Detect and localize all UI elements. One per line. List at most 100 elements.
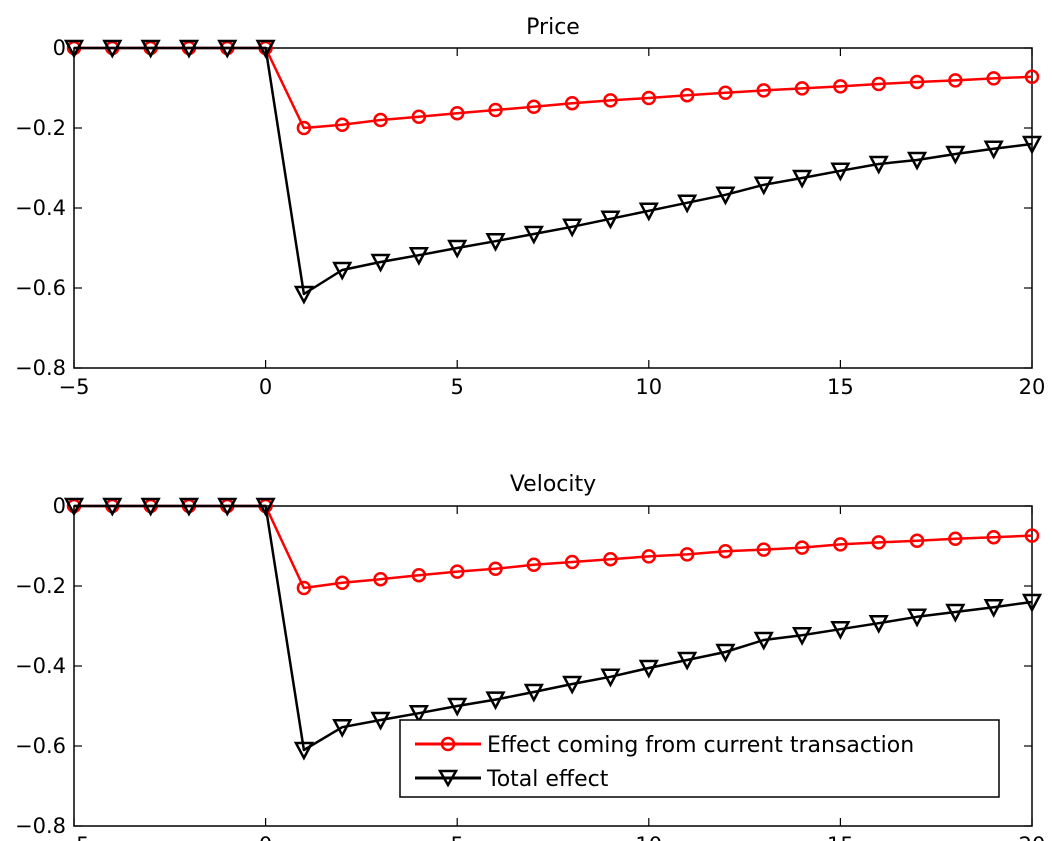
velocity-ticks: −5 0 5 10 15 20 0 −0.2 −0.4 −0.6 −0.8 (15, 494, 1045, 841)
velocity-point-total (791, 626, 813, 646)
velocity-xtick-label: 10 (635, 833, 662, 841)
velocity-ytick-label: −0.2 (15, 574, 66, 598)
price-point-current (603, 93, 618, 108)
price-point-current (833, 79, 848, 94)
price-series (63, 39, 1043, 305)
velocity-point-current (833, 537, 848, 552)
velocity-xtick-label: −5 (59, 833, 90, 841)
velocity-point-current (296, 580, 312, 596)
price-point-total (217, 39, 238, 59)
velocity-point-total (63, 497, 85, 517)
velocity-xtick-label: 20 (1019, 833, 1046, 841)
price-point-current (449, 105, 465, 121)
price-point-total (447, 239, 468, 259)
price-point-total (638, 202, 659, 222)
price-xtick-label: 5 (451, 375, 464, 399)
price-point-current (373, 112, 388, 128)
price-point-total (830, 162, 851, 182)
price-point-current (334, 117, 350, 133)
velocity-point-total (178, 497, 200, 517)
price-point-total (485, 232, 506, 252)
price-point-total (753, 176, 774, 196)
price-point-total (715, 186, 736, 206)
price-ticks: −5 0 5 10 15 20 0 −0.2 −0.4 −0.6 −0.8 (15, 36, 1045, 399)
price-point-total (523, 225, 544, 245)
velocity-point-current (411, 567, 427, 583)
legend-label-current: Effect coming from current transaction (487, 733, 914, 758)
velocity-xtick-label: 15 (827, 833, 854, 841)
velocity-point-total (562, 675, 583, 695)
price-ytick-label: −0.8 (15, 356, 66, 380)
velocity-series-line-total (74, 504, 1033, 752)
price-point-current (718, 85, 733, 101)
velocity-point-total (523, 683, 544, 703)
price-xtick-label: −5 (59, 375, 90, 399)
legend-label-total: Total effect (486, 767, 609, 792)
velocity-point-total (1021, 593, 1043, 613)
velocity-ytick-label: −0.6 (15, 734, 66, 758)
price-point-total (791, 169, 813, 189)
price-point-current (948, 73, 963, 88)
velocity-ytick-label: −0.8 (15, 814, 66, 838)
velocity-point-current (794, 540, 810, 555)
price-point-current (909, 74, 925, 90)
velocity-point-current (1024, 528, 1040, 543)
velocity-point-current (334, 575, 350, 591)
velocity-series (63, 497, 1043, 761)
velocity-point-total (217, 497, 238, 517)
velocity-point-total (983, 598, 1004, 618)
velocity-point-total (945, 603, 966, 623)
velocity-point-total (293, 741, 315, 761)
price-point-total (983, 140, 1004, 160)
velocity-xtick-label: 5 (451, 833, 464, 841)
price-point-total (63, 39, 85, 59)
price-point-total (677, 194, 698, 214)
velocity-point-total (753, 631, 774, 651)
price-point-current (679, 87, 695, 103)
velocity-ytick-label: −0.4 (15, 654, 66, 678)
price-point-current (986, 71, 1001, 86)
velocity-ytick-label: 0 (53, 494, 66, 518)
price-point-total (370, 253, 391, 273)
velocity-point-current (603, 551, 618, 567)
price-point-total (408, 246, 429, 266)
price-point-current (1024, 69, 1040, 85)
legend-marker-total (437, 769, 459, 788)
price-plot-frame (73, 47, 1033, 369)
price-point-total (178, 39, 200, 59)
price-ytick-label: −0.2 (15, 116, 66, 140)
price-point-total (945, 145, 966, 165)
price-ytick-label: −0.6 (15, 276, 66, 300)
price-xtick-label: 10 (635, 375, 662, 399)
price-point-current (756, 83, 772, 98)
price-ytick-label: 0 (53, 36, 66, 60)
price-xtick-label: 20 (1019, 375, 1046, 399)
velocity-point-total (332, 718, 353, 738)
price-point-total (562, 218, 583, 238)
price-point-current (411, 109, 427, 125)
velocity-point-current (488, 561, 503, 577)
legend-marker-current (440, 736, 456, 752)
price-point-current (564, 95, 580, 111)
price-xtick-label: 15 (827, 375, 854, 399)
legend-box (399, 719, 1000, 798)
velocity-point-current (756, 542, 772, 557)
velocity-point-total (677, 651, 698, 671)
price-point-current (296, 120, 312, 136)
price-title: Price (526, 15, 580, 40)
price-panel: Price −5 0 5 10 15 20 0 −0.2 −0.4 −0.6 −0.8 (15, 15, 1045, 399)
velocity-point-total (868, 614, 889, 634)
velocity-point-total (370, 711, 391, 731)
velocity-point-total (255, 497, 276, 517)
price-point-total (255, 39, 276, 59)
velocity-point-current (679, 547, 695, 562)
price-point-total (332, 261, 353, 281)
price-series-line-total (74, 46, 1033, 296)
velocity-point-total (638, 659, 659, 679)
price-point-total (140, 39, 161, 59)
velocity-point-total (715, 643, 736, 663)
velocity-point-total (102, 497, 123, 517)
velocity-xtick-label: 0 (259, 833, 272, 841)
price-point-current (526, 99, 542, 115)
